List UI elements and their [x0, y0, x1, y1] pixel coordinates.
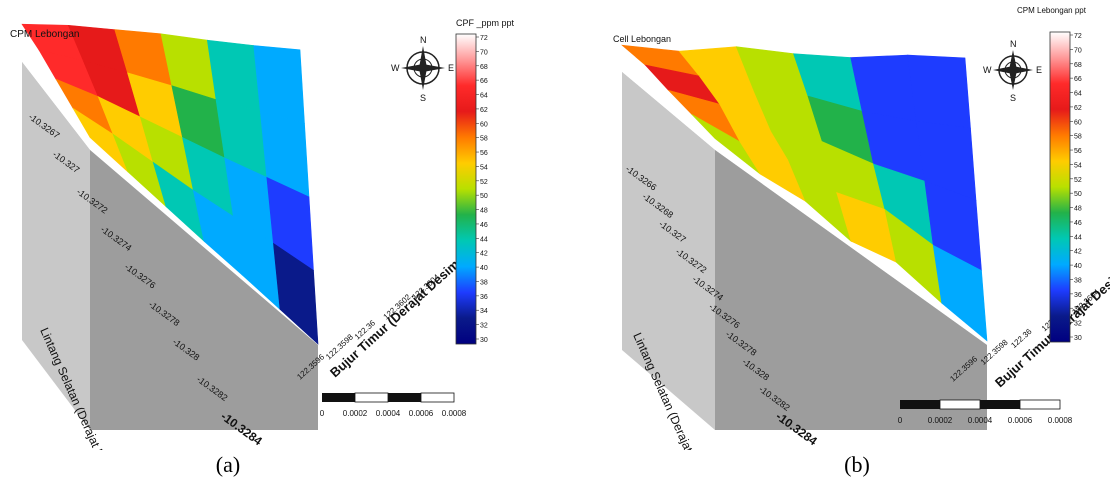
- scale-tick-label: 0.0006: [409, 409, 434, 418]
- colorbar-ticks: 72 70 68 66 64 62 60 58 56 54 52 50 48 46 44 42 40 38 36 34…: [1070, 33, 1082, 342]
- colorbar-tick-label: 62: [1074, 105, 1082, 112]
- colorbar-tick-label: 42: [480, 251, 488, 258]
- surface-title: Cell Lebongan: [613, 34, 671, 44]
- colorbar-tick-label: 46: [480, 222, 488, 229]
- colorbar-title: CPM Lebongan ppt: [1017, 6, 1087, 15]
- colorbar-tick-label: 66: [1074, 76, 1082, 83]
- caption-a: (a): [215, 452, 241, 477]
- colorbar-tick-label: 68: [1074, 62, 1082, 69]
- colorbar-tick-label: 38: [1074, 277, 1082, 284]
- scale-tick-label: 0.0008: [442, 409, 467, 418]
- colorbar-tick-label: 30: [480, 337, 488, 344]
- block-left-face: [90, 150, 318, 430]
- colorbar-tick-label: 34: [480, 308, 488, 315]
- colorbar-tick-label: 48: [480, 208, 488, 215]
- x-axis-title: Bujur Timur (Derajat Desimal): [327, 246, 473, 380]
- surface-plot-a: -10.3267-10.327-10.3272-10.3274-10.3276-…: [10, 18, 515, 450]
- compass-e-label: E: [448, 63, 454, 73]
- colorbar-title: CPF _ppm ppt: [456, 18, 515, 28]
- colorbar-tick-label: 62: [480, 107, 488, 114]
- compass-s-label: S: [1010, 93, 1016, 103]
- surface-cell: [932, 244, 988, 342]
- compass-n-label: N: [420, 35, 427, 45]
- colorbar-tick-label: 50: [1074, 191, 1082, 198]
- colorbar-tick-label: 50: [480, 193, 488, 200]
- surface-title: CPM Lebongan: [10, 29, 80, 40]
- colorbar-tick-label: 40: [1074, 263, 1082, 270]
- surface-mesh: [21, 23, 319, 345]
- compass-rose-icon: N S W E: [391, 35, 454, 103]
- compass-e-label: E: [1036, 65, 1042, 75]
- colorbar-tick-label: 46: [1074, 220, 1082, 227]
- colorbar: [1049, 31, 1071, 343]
- colorbar-tick-label: 64: [1074, 91, 1082, 98]
- colorbar-tick-label: 52: [480, 179, 488, 186]
- colorbar: [455, 33, 477, 345]
- panel-b: -10.3266 -10.3268 -10.327 -10.3272 -10.3274-…: [555, 0, 1110, 497]
- scale-bar: 0 0.0002 0.0004 0.0006 0.0008: [320, 392, 467, 418]
- colorbar-tick-label: 58: [1074, 134, 1082, 141]
- colorbar-ticks: 72 70 68 66 64 62 60 58 56 54 52 50 48 46 44 42 40 38 36 34…: [476, 35, 488, 344]
- colorbar-tick-label: 54: [1074, 162, 1082, 169]
- colorbar-tick-label: 72: [1074, 33, 1082, 40]
- scale-tick-label: 0.0002: [928, 416, 953, 425]
- colorbar-tick-label: 66: [480, 78, 488, 85]
- block-side-face: [622, 72, 715, 430]
- surface-cell: [273, 242, 319, 345]
- scale-tick-label: 0: [320, 409, 325, 418]
- colorbar-tick-label: 72: [480, 35, 488, 42]
- scale-tick-label: 0.0002: [343, 409, 368, 418]
- colorbar-tick-label: 36: [1074, 292, 1082, 299]
- block-side-face: [22, 62, 90, 430]
- colorbar-tick-label: 58: [480, 136, 488, 143]
- compass-w-label: W: [391, 63, 400, 73]
- colorbar-tick-label: 40: [480, 265, 488, 272]
- colorbar-tick-label: 56: [480, 150, 488, 157]
- colorbar-tick-label: 32: [1074, 321, 1082, 328]
- scale-bar: 0 0.0002 0.0004 0.0006 0.0008: [898, 399, 1073, 425]
- scale-tick-label: 0.0008: [1048, 416, 1073, 425]
- surface-plot-b: -10.3266-10.3268-10.327-10.3272-10.3274-…: [613, 6, 1110, 450]
- colorbar-tick-label: 68: [480, 64, 488, 71]
- colorbar-tick-label: 44: [1074, 234, 1082, 241]
- compass-n-label: N: [1010, 39, 1017, 49]
- colorbar-tick-label: 54: [480, 164, 488, 171]
- panel-a: -10.3267 -10.327 -10.3272 -10.3274 -10.3276-…: [10, 18, 515, 477]
- colorbar-tick-label: 34: [1074, 306, 1082, 313]
- block-left-face: [715, 150, 987, 430]
- colorbar-tick-label: 38: [480, 279, 488, 286]
- colorbar-tick-label: 60: [480, 121, 488, 128]
- colorbar-tick-label: 48: [1074, 206, 1082, 213]
- colorbar-tick-label: 44: [480, 236, 488, 243]
- colorbar-tick-label: 52: [1074, 177, 1082, 184]
- surface-cell: [907, 54, 971, 129]
- colorbar-tick-label: 42: [1074, 249, 1082, 256]
- colorbar-tick-label: 70: [1074, 47, 1082, 54]
- scale-tick-label: 0.0006: [1008, 416, 1033, 425]
- colorbar-tick-label: 56: [1074, 148, 1082, 155]
- colorbar-tick-label: 30: [1074, 335, 1082, 342]
- colorbar-tick-label: 64: [480, 93, 488, 100]
- compass-rose-icon: N S W E: [983, 39, 1042, 103]
- compass-w-label: W: [983, 65, 992, 75]
- caption-b: (b): [844, 452, 870, 477]
- compass-s-label: S: [420, 93, 426, 103]
- colorbar-tick-label: 36: [480, 294, 488, 301]
- colorbar-tick-label: 32: [480, 323, 488, 330]
- scale-tick-label: 0: [898, 416, 903, 425]
- surface-mesh: [621, 44, 988, 342]
- scale-tick-label: 0.0004: [376, 409, 401, 418]
- colorbar-tick-label: 60: [1074, 119, 1082, 126]
- colorbar-tick-label: 70: [480, 49, 488, 56]
- scale-tick-label: 0.0004: [968, 416, 993, 425]
